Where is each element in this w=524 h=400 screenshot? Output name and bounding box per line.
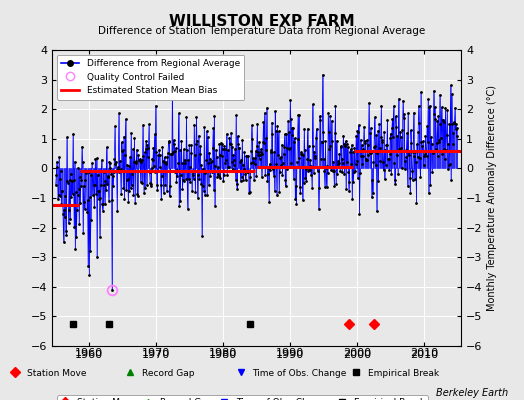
Text: 1980: 1980 [209, 350, 237, 360]
Text: 2000: 2000 [343, 350, 372, 360]
Text: 1990: 1990 [276, 348, 304, 358]
Legend: Station Move, Record Gap, Time of Obs. Change, Empirical Break: Station Move, Record Gap, Time of Obs. C… [57, 395, 428, 400]
Text: 1970: 1970 [142, 348, 170, 358]
Text: Station Move: Station Move [27, 368, 86, 378]
Text: 2010: 2010 [410, 350, 439, 360]
Text: Record Gap: Record Gap [142, 368, 194, 378]
Text: Berkeley Earth: Berkeley Earth [436, 388, 508, 398]
Text: Time of Obs. Change: Time of Obs. Change [253, 368, 347, 378]
Text: Difference of Station Temperature Data from Regional Average: Difference of Station Temperature Data f… [99, 26, 425, 36]
Y-axis label: Monthly Temperature Anomaly Difference (°C): Monthly Temperature Anomaly Difference (… [487, 85, 497, 311]
Text: WILLISTON EXP FARM: WILLISTON EXP FARM [169, 14, 355, 29]
Text: 2010: 2010 [410, 348, 439, 358]
Text: 1960: 1960 [75, 348, 103, 358]
Text: 1980: 1980 [209, 348, 237, 358]
Text: 2000: 2000 [343, 348, 372, 358]
Text: 1960: 1960 [75, 350, 103, 360]
Text: 1990: 1990 [276, 350, 304, 360]
Text: 1970: 1970 [142, 350, 170, 360]
Text: Empirical Break: Empirical Break [368, 368, 439, 378]
